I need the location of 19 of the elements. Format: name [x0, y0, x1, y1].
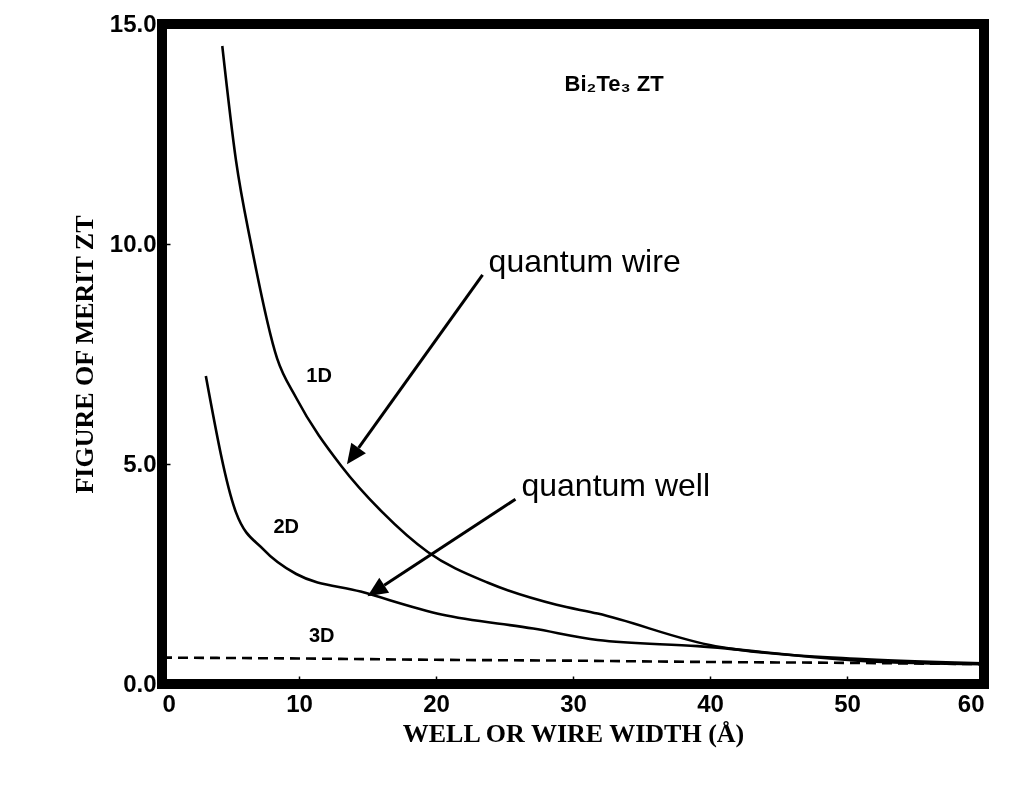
y-tick-label: 15.0	[109, 9, 157, 37]
x-tick-label: 60	[957, 689, 985, 717]
y-tick-label: 5.0	[123, 449, 157, 477]
annotation: Bi₂Te₃ ZT	[564, 71, 665, 96]
series-label: 3D	[309, 624, 335, 647]
x-tick-label: 50	[834, 689, 861, 717]
series-label: 1D	[306, 364, 332, 386]
x-tick-label: 30	[560, 689, 587, 717]
x-tick-label: 10	[286, 689, 313, 717]
annotation: quantum wire	[488, 242, 681, 279]
x-tick-label: 0	[162, 689, 176, 717]
annotation: quantum well	[521, 467, 711, 504]
series-label: 2D	[273, 515, 299, 538]
y-axis-title: FIGURE OF MERIT ZT	[69, 215, 99, 494]
y-tick-label: 0.0	[123, 669, 157, 697]
y-tick-label: 10.0	[109, 229, 157, 257]
x-axis-title: WELL OR WIRE WIDTH (Å)	[402, 718, 745, 748]
x-tick-label: 40	[697, 689, 724, 717]
x-tick-label: 20	[423, 689, 450, 717]
